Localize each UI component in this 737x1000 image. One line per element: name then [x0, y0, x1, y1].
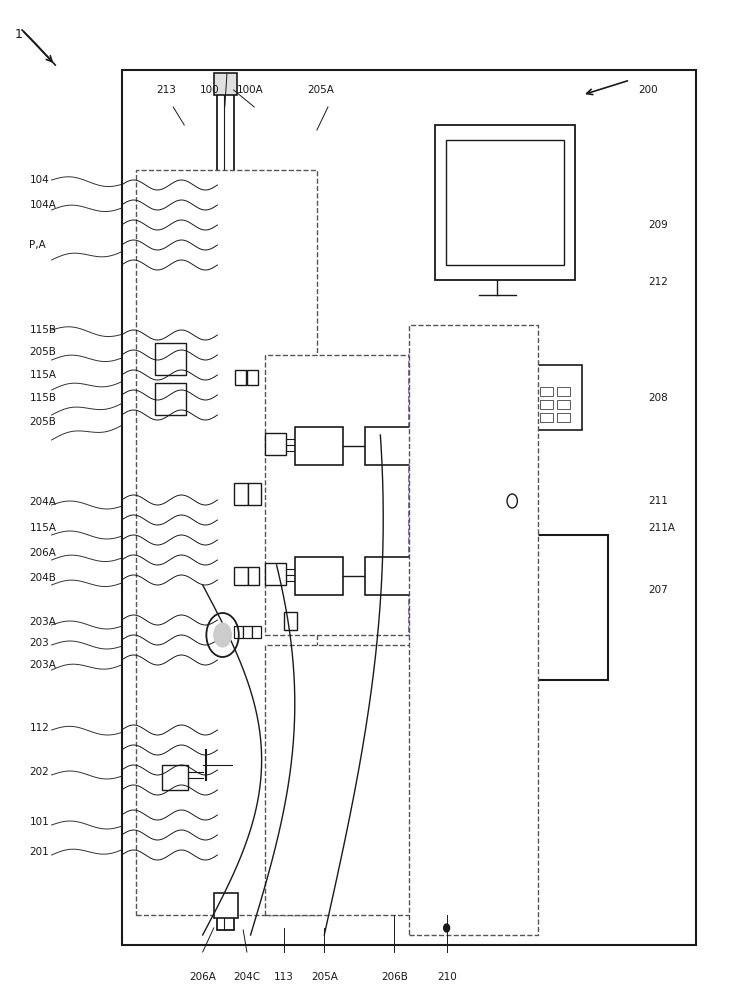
- Bar: [248, 567, 259, 585]
- Bar: [489, 387, 502, 396]
- Bar: [489, 413, 502, 422]
- Bar: [455, 413, 468, 422]
- Text: 115B: 115B: [29, 393, 57, 403]
- Text: 212: 212: [649, 277, 668, 287]
- Text: 205A: 205A: [311, 972, 338, 982]
- Bar: [284, 612, 297, 630]
- Text: 203: 203: [29, 638, 49, 648]
- Bar: [265, 355, 427, 635]
- Text: 204B: 204B: [29, 573, 56, 583]
- Text: 211A: 211A: [649, 523, 676, 533]
- Text: 206A: 206A: [189, 972, 216, 982]
- Text: 211: 211: [649, 496, 668, 506]
- Bar: [252, 626, 261, 638]
- Bar: [455, 400, 468, 409]
- Text: 201: 201: [29, 847, 49, 857]
- Bar: [431, 365, 582, 430]
- Text: 206A: 206A: [29, 548, 56, 558]
- Bar: [472, 400, 485, 409]
- Bar: [540, 387, 553, 396]
- Text: 205B: 205B: [29, 347, 56, 357]
- Bar: [265, 563, 286, 585]
- Bar: [489, 400, 502, 409]
- Bar: [439, 400, 451, 409]
- Bar: [247, 370, 258, 385]
- Text: 205A: 205A: [307, 85, 334, 95]
- Text: 112: 112: [29, 723, 49, 733]
- Bar: [523, 387, 536, 396]
- Bar: [265, 433, 286, 455]
- Text: 210: 210: [438, 972, 457, 982]
- Text: 205B: 205B: [29, 417, 56, 427]
- Bar: [439, 374, 451, 383]
- Text: 209: 209: [649, 220, 668, 230]
- Text: 100A: 100A: [237, 85, 264, 95]
- Bar: [557, 413, 570, 422]
- Bar: [217, 75, 234, 930]
- Bar: [122, 70, 696, 945]
- Bar: [136, 170, 317, 915]
- Bar: [243, 626, 252, 638]
- Bar: [435, 535, 608, 680]
- Text: 206B: 206B: [381, 972, 408, 982]
- Text: 202: 202: [29, 767, 49, 777]
- Text: 208: 208: [649, 393, 668, 403]
- Bar: [234, 483, 248, 505]
- Bar: [214, 73, 237, 95]
- Bar: [557, 387, 570, 396]
- Bar: [234, 567, 248, 585]
- Bar: [472, 413, 485, 422]
- Text: 104A: 104A: [29, 200, 56, 210]
- Text: 115A: 115A: [29, 370, 57, 380]
- Bar: [155, 383, 186, 415]
- Bar: [409, 355, 509, 635]
- Text: 204C: 204C: [234, 972, 260, 982]
- Text: 213: 213: [156, 85, 175, 95]
- Text: 200: 200: [639, 85, 658, 95]
- Bar: [435, 482, 497, 520]
- Bar: [557, 400, 570, 409]
- Text: 203A: 203A: [29, 660, 56, 670]
- Bar: [234, 626, 243, 638]
- Text: 104: 104: [29, 175, 49, 185]
- Bar: [439, 878, 455, 900]
- Bar: [162, 765, 188, 790]
- Bar: [439, 413, 451, 422]
- Text: 204A: 204A: [29, 497, 56, 507]
- Text: 113: 113: [274, 972, 293, 982]
- Text: 1: 1: [15, 28, 23, 41]
- Circle shape: [214, 623, 231, 647]
- Bar: [265, 645, 509, 915]
- Bar: [435, 125, 575, 280]
- Bar: [365, 557, 413, 595]
- Text: 115A: 115A: [29, 523, 57, 533]
- Bar: [523, 413, 536, 422]
- Bar: [506, 387, 519, 396]
- Bar: [446, 140, 564, 265]
- Circle shape: [444, 924, 450, 932]
- Bar: [540, 413, 553, 422]
- Bar: [523, 400, 536, 409]
- Text: 101: 101: [29, 817, 49, 827]
- Text: 207: 207: [649, 585, 668, 595]
- Text: 203A: 203A: [29, 617, 56, 627]
- Bar: [214, 893, 238, 918]
- Text: 115B: 115B: [29, 325, 57, 335]
- Bar: [452, 374, 503, 383]
- Bar: [235, 370, 246, 385]
- Bar: [295, 557, 343, 595]
- Bar: [248, 483, 261, 505]
- Bar: [295, 427, 343, 465]
- Bar: [409, 325, 538, 935]
- Bar: [365, 427, 413, 465]
- Bar: [155, 343, 186, 375]
- Bar: [506, 400, 519, 409]
- Bar: [540, 400, 553, 409]
- Bar: [472, 387, 485, 396]
- Bar: [506, 413, 519, 422]
- Text: P,A: P,A: [29, 240, 46, 250]
- Text: 100: 100: [200, 85, 220, 95]
- Bar: [439, 387, 451, 396]
- Bar: [455, 387, 468, 396]
